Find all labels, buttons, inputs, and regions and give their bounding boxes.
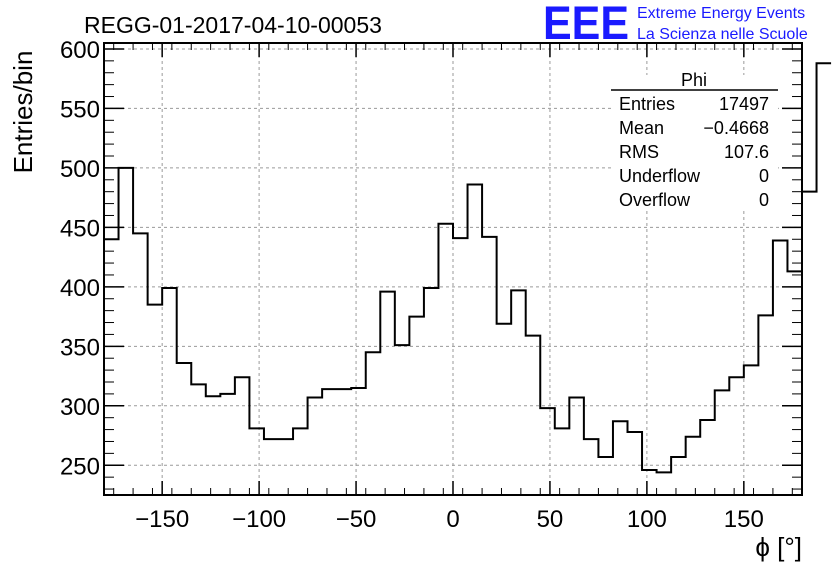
logo-line-1: Extreme Energy Events	[637, 5, 805, 22]
x-tick-label: −50	[336, 506, 377, 533]
stats-row: Underflow 0	[619, 166, 769, 186]
x-tick-label: 0	[446, 506, 459, 533]
x-tick-label: 50	[537, 506, 564, 533]
y-tick-label: 550	[60, 96, 100, 123]
y-tick-label: 600	[60, 37, 100, 64]
y-tick-label: 500	[60, 156, 100, 183]
chart-title: REGG-01-2017-04-10-00053	[84, 12, 382, 38]
x-axis-label: ϕ [°]	[755, 532, 802, 562]
stats-box: Phi Entries 17497 Mean −0.4668 RMS 107.6 Under…	[611, 70, 778, 210]
stats-row-label: RMS	[619, 142, 659, 162]
y-tick-label: 250	[60, 453, 100, 480]
stats-row: Mean −0.4668	[619, 118, 769, 138]
axis-tick-labels: −150 −100 −50 0 50 100 150 250 300 350 400 450 500 55…	[60, 37, 764, 533]
axis-ticks	[104, 43, 802, 495]
histogram-line	[104, 62, 832, 474]
stats-row-label: Underflow	[619, 166, 701, 186]
stats-title: Phi	[681, 70, 707, 90]
y-tick-label: 350	[60, 334, 100, 361]
x-tick-label: 150	[724, 506, 764, 533]
stats-row-value: 17497	[719, 94, 769, 114]
stats-row-value: 0	[759, 166, 769, 186]
stats-row-value: 0	[759, 190, 769, 210]
stats-row-value: −0.4668	[703, 118, 769, 138]
logo-line-2: La Scienza nelle Scuole	[637, 26, 808, 43]
x-tick-label: −100	[232, 506, 286, 533]
stats-row: RMS 107.6	[619, 142, 769, 162]
y-tick-label: 300	[60, 394, 100, 421]
logo: EEE Extreme Energy Events La Scienza nel…	[543, 0, 808, 49]
stats-row-label: Entries	[619, 94, 675, 114]
logo-mark: EEE	[543, 0, 629, 49]
stats-row: Entries 17497	[619, 94, 769, 114]
y-tick-label: 400	[60, 275, 100, 302]
x-tick-label: −150	[135, 506, 189, 533]
x-tick-label: 100	[627, 506, 667, 533]
y-axis-label: Entries/bin	[8, 51, 38, 174]
y-tick-label: 450	[60, 215, 100, 242]
stats-row: Overflow 0	[619, 190, 769, 210]
stats-rows: Entries 17497 Mean −0.4668 RMS 107.6 Underflow…	[619, 94, 769, 210]
stats-row-value: 107.6	[724, 142, 769, 162]
stats-box-background	[611, 75, 778, 208]
stats-row-label: Overflow	[619, 190, 691, 210]
stats-row-label: Mean	[619, 118, 664, 138]
